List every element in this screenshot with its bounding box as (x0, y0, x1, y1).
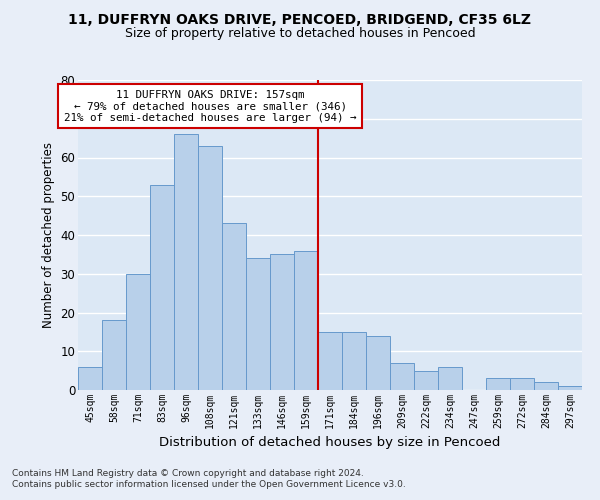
Text: 11, DUFFRYN OAKS DRIVE, PENCOED, BRIDGEND, CF35 6LZ: 11, DUFFRYN OAKS DRIVE, PENCOED, BRIDGEN… (68, 12, 532, 26)
Y-axis label: Number of detached properties: Number of detached properties (42, 142, 55, 328)
Bar (102, 320, 126, 390)
Bar (366, 336, 390, 390)
Text: Contains HM Land Registry data © Crown copyright and database right 2024.: Contains HM Land Registry data © Crown c… (12, 468, 364, 477)
Text: 11 DUFFRYN OAKS DRIVE: 157sqm
← 79% of detached houses are smaller (346)
21% of : 11 DUFFRYN OAKS DRIVE: 157sqm ← 79% of d… (64, 90, 356, 123)
Bar (126, 274, 150, 390)
Bar (270, 254, 294, 390)
Bar (534, 382, 558, 390)
Bar (510, 378, 534, 390)
Bar (150, 184, 174, 390)
Bar (486, 378, 510, 390)
Text: Contains public sector information licensed under the Open Government Licence v3: Contains public sector information licen… (12, 480, 406, 489)
Bar (558, 386, 582, 390)
X-axis label: Distribution of detached houses by size in Pencoed: Distribution of detached houses by size … (160, 436, 500, 450)
Text: Size of property relative to detached houses in Pencoed: Size of property relative to detached ho… (125, 28, 475, 40)
Bar (222, 224, 246, 390)
Bar (294, 250, 318, 390)
Bar (246, 258, 270, 390)
Bar (438, 367, 462, 390)
Bar (318, 332, 342, 390)
Bar (390, 363, 414, 390)
Bar (414, 370, 438, 390)
Bar (174, 134, 198, 390)
Bar (198, 146, 222, 390)
Bar (342, 332, 366, 390)
Bar (78, 367, 102, 390)
